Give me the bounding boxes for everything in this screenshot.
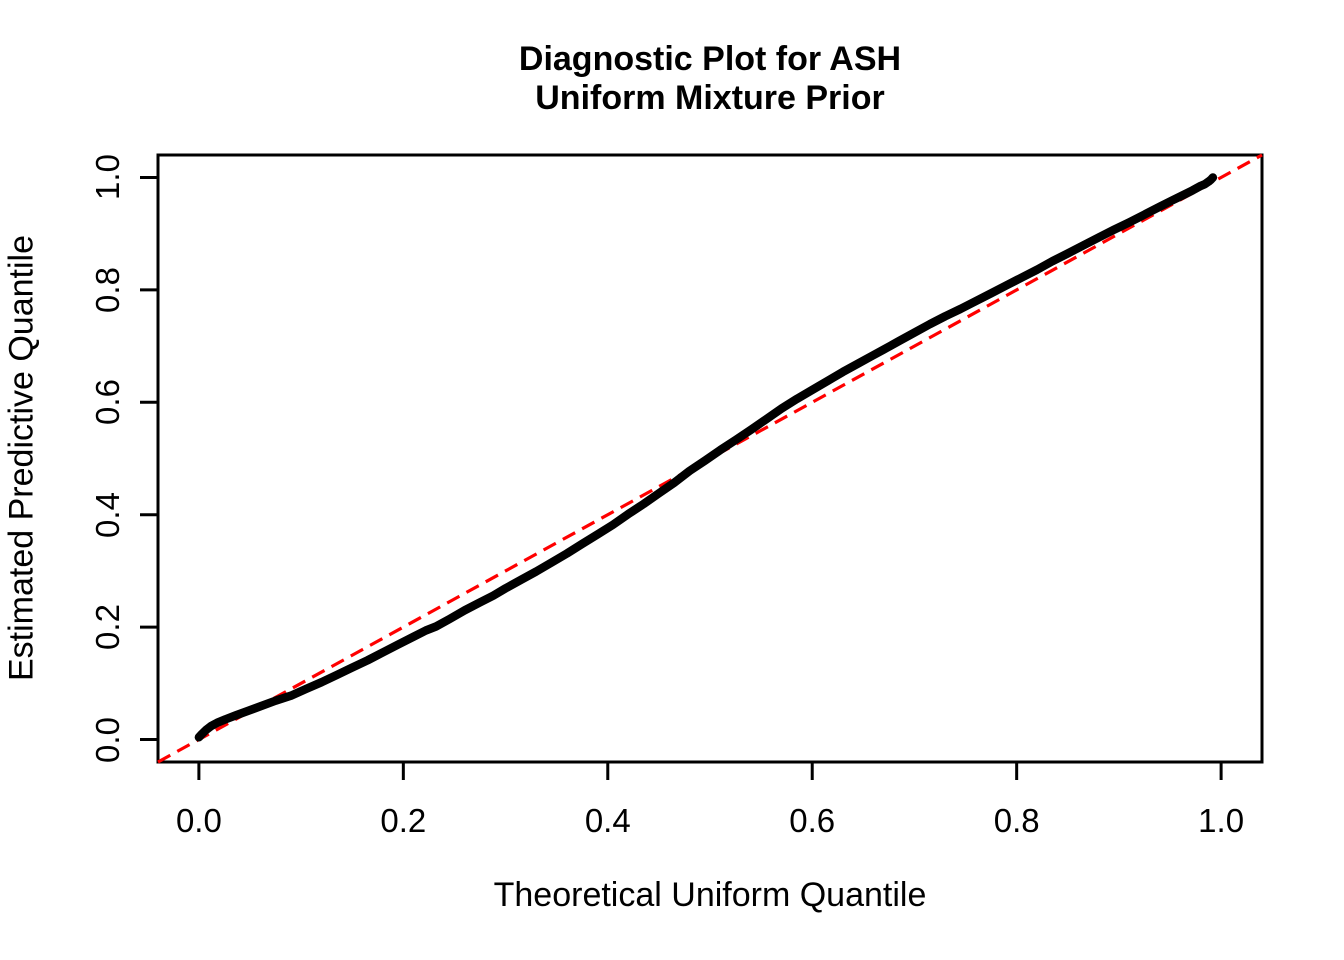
x-tick-label: 0.0 [175, 802, 222, 839]
x-tick-label: 0.8 [993, 802, 1040, 839]
y-axis-label: Estimated Predictive Quantile [2, 235, 41, 681]
plot-box [156, 153, 1264, 764]
y-tick-label: 0.2 [89, 604, 126, 651]
y-tick-label: 0.6 [89, 379, 126, 426]
chart-title-line1: Diagnostic Plot for ASH [518, 40, 902, 78]
chart-title: Diagnostic Plot for ASH Uniform Mixture … [158, 40, 1262, 118]
y-tick-label: 0.8 [89, 266, 126, 313]
x-tick-label: 0.4 [584, 802, 631, 839]
quantile-curve [194, 173, 1218, 742]
x-axis-label: Theoretical Uniform Quantile [493, 876, 927, 914]
x-tick-label: 0.2 [380, 802, 427, 839]
y-tick-label: 0.0 [89, 716, 126, 763]
x-tick-label: 1.0 [1198, 802, 1245, 839]
chart-title-line2: Uniform Mixture Prior [535, 79, 885, 117]
y-tick-label: 1.0 [89, 154, 126, 201]
x-tick-label: 0.6 [789, 802, 836, 839]
y-tick-label: 0.4 [89, 491, 126, 538]
